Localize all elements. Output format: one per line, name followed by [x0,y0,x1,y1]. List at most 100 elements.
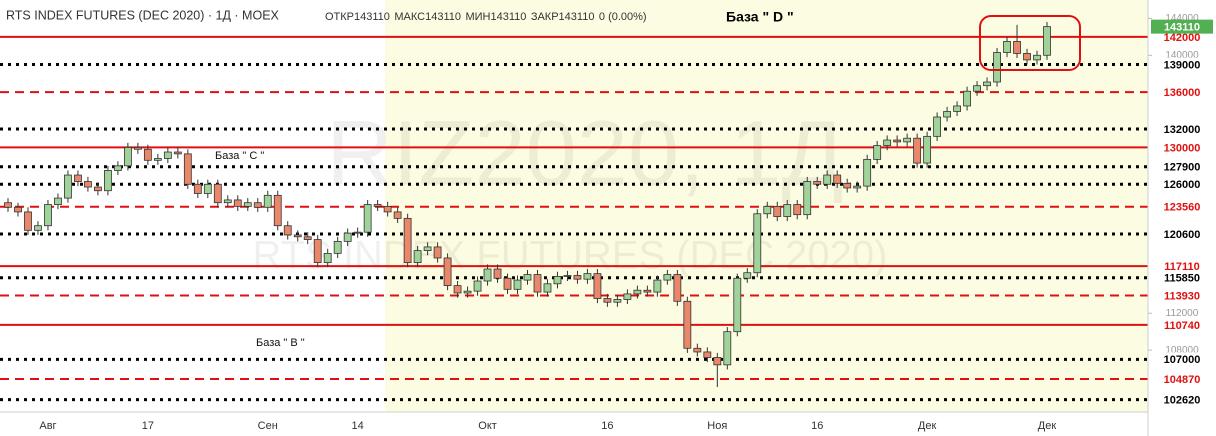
last-price-bg [1151,19,1213,34]
y-tick-label: 108000 [1165,345,1199,356]
level-label: 113930 [1164,290,1200,302]
level-label-bg [1151,288,1213,303]
level-label-bg [1151,199,1213,214]
candle-body [64,174,72,199]
candle-body [283,225,292,236]
stat-value: 143110 [559,11,595,23]
candle-body [34,225,42,231]
candle-body [623,293,632,300]
stat-value: 143110 [490,11,526,23]
candle-body [923,135,932,164]
level-label: 104870 [1164,374,1201,386]
candle-body [323,252,332,263]
candle-body [74,174,82,182]
candle-body [883,139,892,146]
x-tick-label: Дек [918,420,937,432]
candle-body [943,111,951,118]
candle-body [143,148,152,161]
candle-body [54,197,62,205]
candles [4,22,1051,387]
candle-body [773,205,782,217]
candle-body [513,279,522,290]
candle-body [263,194,272,208]
candle-body [333,240,342,254]
candle-body [993,52,1001,83]
watermark: RIZ2020, 1Д RTS INDEX FUTURES (DEC 2020) [253,102,888,277]
x-tick-label: Сен [258,420,278,432]
level-label-bg [1151,259,1213,274]
candle-body [953,105,961,112]
y-tick-label: 140000 [1165,50,1199,61]
candle-body [113,165,122,171]
candle-body [713,357,722,366]
chart-title: RTS INDEX FUTURES (DEC 2020) · 1Д · MOEX [6,8,280,22]
candle-body [104,170,112,192]
candle-body [1023,53,1031,61]
candle-body [863,158,872,187]
candle-body [44,204,52,227]
candle-body [163,151,172,159]
candle-body [873,145,882,160]
candle-body [493,268,502,279]
level-label: 120600 [1164,229,1201,241]
candle-body [903,137,912,143]
watermark-name: RTS INDEX FUTURES (DEC 2020) [253,234,888,278]
levels [0,35,1148,402]
candle-body [383,205,392,213]
level-label-bg [1151,57,1213,72]
level-label-bg [1151,371,1213,386]
candle-body [723,331,732,366]
candle-body [893,139,902,143]
candle-body [303,236,312,240]
candle-body [233,199,242,207]
candle-body [273,194,282,227]
candle-body [423,246,432,252]
level-label-bg [1151,352,1213,367]
candle-body [853,185,862,189]
level-label: 130000 [1164,142,1201,154]
level-label-bg [1151,121,1213,136]
level-label: 139000 [1164,59,1201,71]
candle-body [473,280,482,292]
watermark-symbol: RIZ2020, 1Д [326,102,843,204]
candle-body [363,204,372,233]
x-tick-label: Окт [478,420,497,432]
candle-body [313,239,322,263]
candle-body [173,151,182,155]
candle-body [963,90,971,107]
candle-body [1003,41,1011,53]
stat-value: 143110 [354,11,390,23]
level-label: 127900 [1164,162,1201,174]
x-tick-label: Дек [1038,420,1057,432]
level-label-bg [1151,159,1213,174]
candle-body [4,202,12,208]
level-label: 126000 [1164,179,1201,191]
level-label: 132000 [1164,124,1201,136]
level-label: 117110 [1164,261,1200,273]
candle-body [293,234,302,238]
level-label: 123560 [1164,202,1201,214]
y-tick-label: 112000 [1166,308,1199,319]
candle-body [503,277,512,290]
last-price-label: 143110 [1164,22,1200,34]
candle-body [463,290,472,294]
annotation: База " В " [256,337,305,349]
change: 0 (0.00%) [599,11,647,23]
candle-body [253,202,262,208]
candle-body [603,298,612,303]
stat-label: МИН [465,11,490,23]
candle-body [833,174,842,184]
level-label: 110740 [1164,320,1200,332]
candle-body [913,137,922,164]
candle-body [213,183,222,204]
candle-body [14,206,22,213]
candle-body [1043,26,1051,56]
annotation: База " D " [726,9,794,25]
candle-body [153,158,162,161]
candle-body [563,275,572,277]
stat-label: ОТКР [325,11,354,23]
candle-body [193,183,202,194]
candle-body [843,182,852,189]
level-label: 142000 [1164,32,1201,44]
